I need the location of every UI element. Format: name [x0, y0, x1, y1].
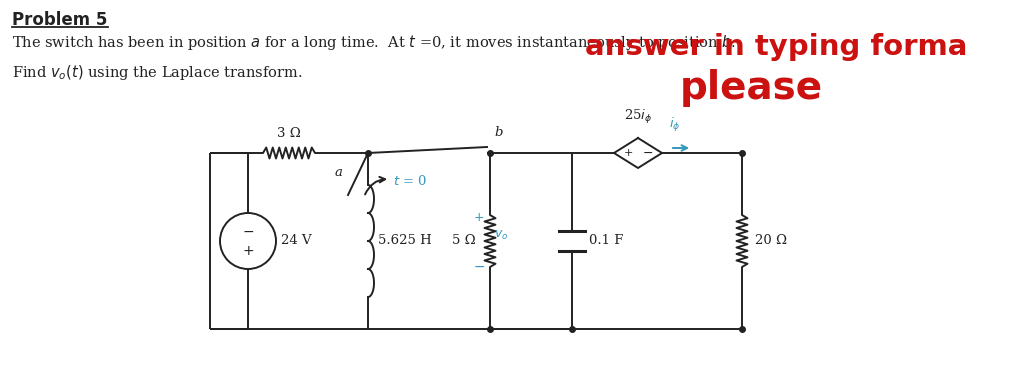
Text: b: b	[494, 126, 503, 139]
Text: please: please	[680, 69, 823, 107]
Text: −: −	[643, 147, 653, 160]
Text: 24 V: 24 V	[281, 234, 311, 247]
Text: +: +	[474, 210, 484, 223]
Text: 3 Ω: 3 Ω	[278, 127, 301, 140]
Text: The switch has been in position $a$ for a long time.  At $t$ =0, it moves instan: The switch has been in position $a$ for …	[12, 33, 736, 52]
Text: 5.625 H: 5.625 H	[378, 234, 432, 247]
Text: $i_\phi$: $i_\phi$	[670, 116, 681, 134]
Text: $v_o$: $v_o$	[494, 229, 508, 242]
Text: +: +	[624, 148, 633, 158]
Text: +: +	[243, 244, 254, 258]
Text: a: a	[334, 167, 342, 180]
Text: 20 Ω: 20 Ω	[755, 234, 787, 247]
Text: Find $v_o(t)$ using the Laplace transform.: Find $v_o(t)$ using the Laplace transfor…	[12, 63, 302, 82]
Text: 0.1 F: 0.1 F	[589, 234, 624, 247]
Text: −: −	[243, 225, 254, 239]
Text: Problem 5: Problem 5	[12, 11, 108, 29]
Text: −: −	[473, 260, 484, 274]
Text: answer in typing forma: answer in typing forma	[585, 33, 968, 61]
Text: 5 Ω: 5 Ω	[453, 234, 476, 247]
Text: 25$i_\phi$: 25$i_\phi$	[624, 108, 652, 126]
Text: $t$ = 0: $t$ = 0	[393, 174, 427, 188]
